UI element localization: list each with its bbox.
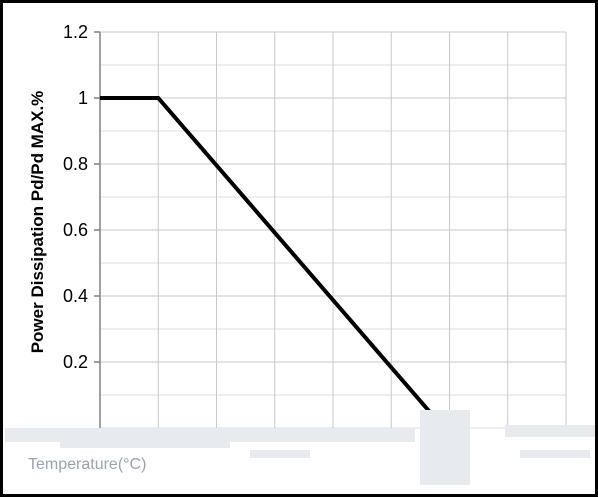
obscured-x-axis-region (5, 410, 595, 485)
tick-labels: 0.2 0.4 0.6 0.8 1 1.2 (63, 22, 88, 372)
y-tick-label: 0.6 (63, 220, 88, 240)
y-axis-label: Power Dissipation Pd/Pd MAX.% (28, 91, 47, 354)
y-tick-label: 0.8 (63, 154, 88, 174)
x-axis-label: Temperature(°C) (28, 456, 146, 473)
series-layer (100, 96, 446, 430)
axes (94, 31, 101, 428)
y-tick-label: 1 (78, 88, 88, 108)
y-tick-label: 0.2 (63, 352, 88, 372)
grid (99, 31, 567, 429)
y-tick-label: 0.4 (63, 286, 88, 306)
y-tick-label: 1.2 (63, 22, 88, 42)
derating-curve (100, 96, 446, 430)
